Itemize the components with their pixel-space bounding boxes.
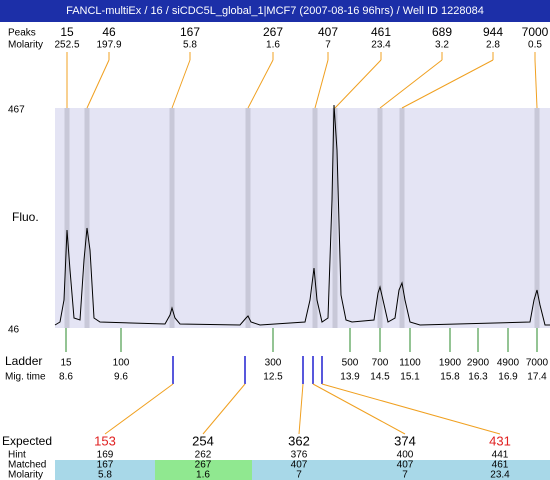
ladder-size: 4900 xyxy=(497,358,520,369)
expected-connector xyxy=(312,383,406,435)
peak-band xyxy=(84,108,90,328)
molarity-label: Molarity xyxy=(8,40,43,51)
row-label: Molarity xyxy=(8,470,43,480)
peak-band xyxy=(399,108,405,328)
ladder-time: 13.9 xyxy=(340,372,360,383)
peak-connector xyxy=(86,59,110,109)
ladder-time: 8.6 xyxy=(59,372,73,383)
ladder-time: 15.1 xyxy=(400,372,420,383)
peak-size: 689 xyxy=(432,25,452,39)
peak-size: 461 xyxy=(371,25,391,39)
cell-molarity: 1.6 xyxy=(196,470,210,480)
peak-band xyxy=(312,108,318,328)
peak-band xyxy=(377,108,383,328)
peak-molarity: 197.9 xyxy=(96,40,121,51)
title: FANCL-multiEx / 16 / siCDC5L_global_1|MC… xyxy=(66,5,484,17)
ladder-label: Ladder xyxy=(5,354,42,368)
peak-size: 407 xyxy=(318,25,338,39)
ladder-size: 7000 xyxy=(526,358,549,369)
expected-connector xyxy=(298,383,304,435)
peak-molarity: 2.8 xyxy=(486,40,500,51)
peak-connector xyxy=(379,59,443,109)
ladder-time: 12.5 xyxy=(263,372,283,383)
peak-size: 15 xyxy=(60,25,74,39)
cell-matched: 267 xyxy=(195,460,212,471)
peak-size: 267 xyxy=(263,25,283,39)
cell-expected: 254 xyxy=(192,433,214,448)
row-label: Hint xyxy=(8,450,26,461)
ladder-size: 1900 xyxy=(439,358,462,369)
ladder-time: 15.8 xyxy=(440,372,460,383)
expected-connector xyxy=(104,383,174,435)
cell-hint: 262 xyxy=(195,450,212,461)
peak-molarity: 5.8 xyxy=(183,40,197,51)
cell-molarity: 23.4 xyxy=(490,470,510,480)
y-top: 467 xyxy=(8,105,25,116)
peak-size: 7000 xyxy=(522,25,549,39)
row-label: Matched xyxy=(8,460,46,471)
y-label: Fluo. xyxy=(12,210,39,224)
peak-band xyxy=(332,108,338,328)
cell-expected: 153 xyxy=(94,433,116,448)
ladder-size: 1100 xyxy=(399,358,421,369)
expected-connector xyxy=(321,383,501,435)
ladder-time: 17.4 xyxy=(527,372,547,383)
ladder-size: 100 xyxy=(113,358,130,369)
cell-hint: 376 xyxy=(291,450,308,461)
peak-connector xyxy=(534,59,538,109)
ladder-time: 16.9 xyxy=(498,372,518,383)
cell-molarity: 5.8 xyxy=(98,470,112,480)
peak-size: 944 xyxy=(483,25,503,39)
cell-matched: 461 xyxy=(492,460,509,471)
peak-band xyxy=(64,108,70,328)
row-label: Expected xyxy=(2,434,52,448)
peak-band xyxy=(534,108,540,328)
table-bg-highlight xyxy=(155,460,252,480)
ladder-size: 300 xyxy=(265,358,282,369)
ladder-size: 15 xyxy=(60,358,72,369)
peak-band xyxy=(169,108,175,328)
peak-connector xyxy=(314,59,329,109)
cell-matched: 167 xyxy=(97,460,114,471)
peak-molarity: 3.2 xyxy=(435,40,449,51)
ladder-size: 2900 xyxy=(467,358,490,369)
expected-connector xyxy=(202,383,246,435)
peaks-label: Peaks xyxy=(8,28,36,39)
cell-molarity: 7 xyxy=(296,470,302,480)
title-bar xyxy=(0,0,550,22)
trace xyxy=(54,104,550,326)
cell-hint: 169 xyxy=(97,450,114,461)
peak-molarity: 23.4 xyxy=(371,40,391,51)
peak-molarity: 1.6 xyxy=(266,40,280,51)
peak-size: 167 xyxy=(180,25,200,39)
peak-molarity: 7 xyxy=(325,40,331,51)
time-label: Mig. time xyxy=(5,372,46,383)
peak-connector xyxy=(334,59,382,109)
cell-hint: 400 xyxy=(397,450,414,461)
cell-expected: 431 xyxy=(489,433,511,448)
cell-hint: 441 xyxy=(492,450,509,461)
cell-matched: 407 xyxy=(397,460,414,471)
peak-molarity: 252.5 xyxy=(54,40,79,51)
ladder-size: 500 xyxy=(342,358,359,369)
cell-molarity: 7 xyxy=(402,470,408,480)
cell-matched: 407 xyxy=(291,460,308,471)
plot-area xyxy=(55,108,550,328)
ladder-time: 14.5 xyxy=(370,372,390,383)
ladder-time: 16.3 xyxy=(468,372,488,383)
cell-expected: 362 xyxy=(288,433,310,448)
y-bottom: 46 xyxy=(8,325,20,336)
peak-band xyxy=(245,108,251,328)
peak-size: 46 xyxy=(102,25,116,39)
peak-molarity: 0.5 xyxy=(528,40,542,51)
cell-expected: 374 xyxy=(394,433,416,448)
peak-connector xyxy=(171,59,191,109)
ladder-size: 700 xyxy=(372,358,389,369)
peak-connector xyxy=(401,59,494,109)
peak-connector xyxy=(247,59,274,109)
ladder-time: 9.6 xyxy=(114,372,128,383)
